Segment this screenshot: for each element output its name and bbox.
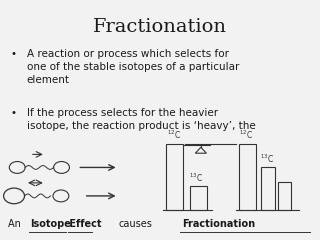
Text: $^{12}$C: $^{12}$C: [239, 129, 253, 141]
Bar: [190, 186, 207, 210]
Text: $^{13}$C: $^{13}$C: [260, 152, 274, 165]
Bar: [166, 144, 183, 210]
Text: If the process selects for the heavier
isotope, the reaction product is ‘heavy’,: If the process selects for the heavier i…: [27, 108, 255, 131]
Text: causes: causes: [118, 219, 152, 229]
Text: $^{13}$C: $^{13}$C: [189, 171, 203, 184]
Text: •: •: [11, 108, 17, 118]
Bar: [261, 168, 275, 210]
Text: $^{12}$C: $^{12}$C: [167, 129, 181, 141]
Bar: [239, 144, 256, 210]
Text: Isotope: Isotope: [30, 219, 71, 229]
Text: Fractionation: Fractionation: [93, 18, 227, 36]
Bar: [278, 182, 291, 210]
Text: A reaction or process which selects for
one of the stable isotopes of a particul: A reaction or process which selects for …: [27, 49, 239, 85]
Text: Effect: Effect: [66, 219, 102, 229]
Text: An: An: [8, 219, 24, 229]
Text: Fractionation: Fractionation: [182, 219, 255, 229]
Text: •: •: [11, 49, 17, 59]
